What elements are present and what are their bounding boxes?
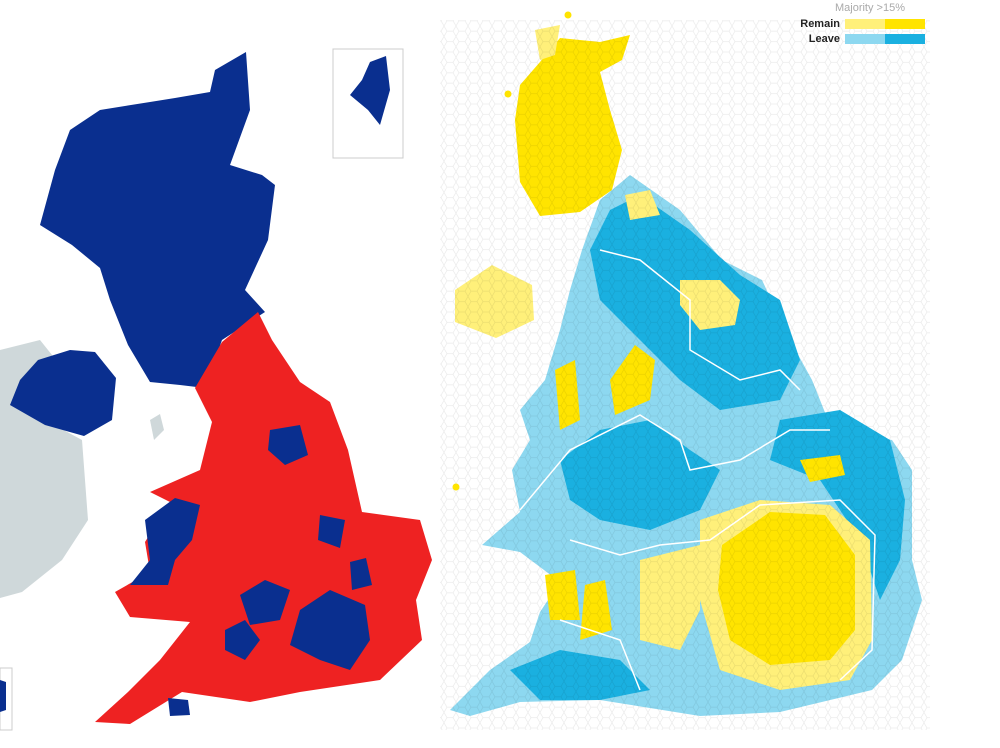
gibraltar [0, 680, 6, 712]
region-borders [569, 499, 876, 681]
shetland [350, 56, 390, 125]
region-borders [559, 619, 641, 691]
london [290, 590, 370, 670]
channel-inset [0, 667, 13, 731]
legend-title: Majority >15% [835, 2, 905, 14]
hex-dot [452, 483, 460, 491]
region-borders [599, 249, 801, 391]
legend-swatch [845, 19, 885, 29]
isle-of-man [150, 414, 164, 440]
legend-label: Remain [800, 18, 840, 30]
hex-dot [564, 11, 572, 19]
southwest-city [168, 698, 190, 716]
legend-swatch [885, 34, 925, 44]
northern-ireland [10, 350, 116, 436]
hex-dot [504, 90, 512, 98]
geo-map [0, 48, 432, 731]
south-cities [225, 620, 260, 660]
scotland [40, 52, 275, 388]
midlands-cities [240, 580, 290, 625]
legend: Majority >15% Remain Leave [800, 2, 925, 45]
legend-swatch [885, 19, 925, 29]
northern-cities [318, 515, 345, 548]
shetland-inset [332, 48, 404, 159]
legend-label: Leave [809, 33, 840, 45]
wales-north [130, 498, 200, 585]
legend-swatch [845, 34, 885, 44]
region-borders [519, 414, 830, 511]
cambridge [350, 558, 372, 590]
hex-map [440, 11, 930, 730]
hex-texture [440, 20, 930, 730]
northwest-cities [268, 425, 308, 465]
